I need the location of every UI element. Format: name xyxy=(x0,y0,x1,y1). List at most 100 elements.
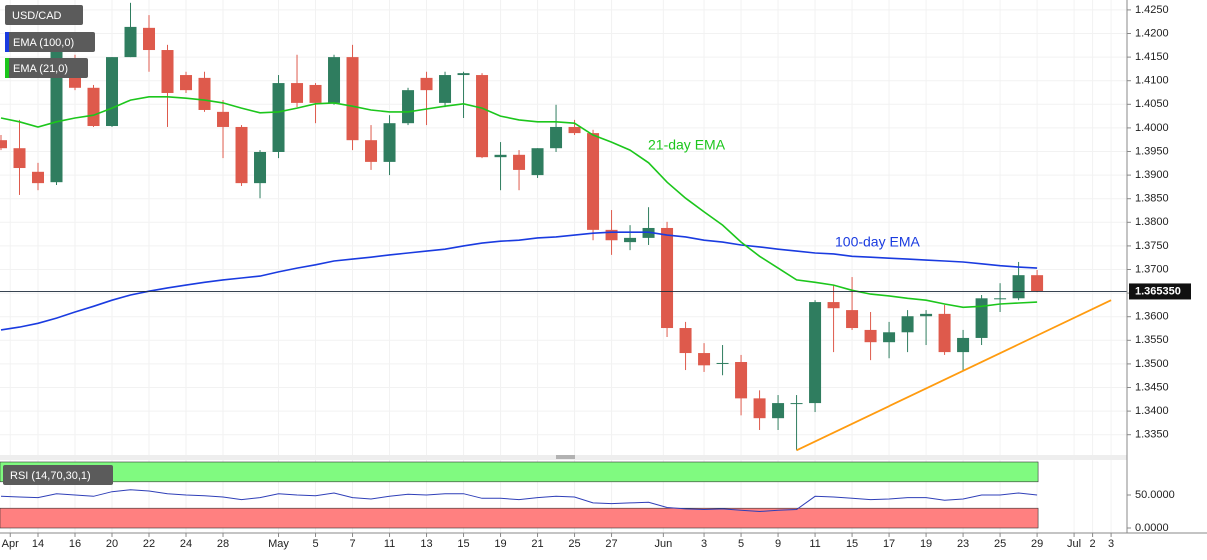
last-price-box xyxy=(1129,283,1191,300)
candle-body xyxy=(328,57,341,103)
legend-box xyxy=(3,465,113,485)
rsi-label: RSI (14,70,30,1) xyxy=(10,470,91,482)
candle-body xyxy=(846,310,859,329)
candle-body xyxy=(87,87,100,127)
candle-body xyxy=(346,57,359,141)
y-tick-label: 1.3500 xyxy=(1135,358,1169,370)
y-tick-label: 1.3350 xyxy=(1135,429,1169,441)
candle-body xyxy=(975,298,988,338)
legend-label: EMA (100,0) xyxy=(13,37,74,49)
x-tick-label: Jul xyxy=(1067,538,1081,550)
candle-body xyxy=(772,403,785,419)
y-tick-label: 1.3800 xyxy=(1135,216,1169,228)
candle-body xyxy=(143,27,156,51)
candle-body xyxy=(679,328,692,354)
candle-body xyxy=(0,140,7,149)
ema-line xyxy=(0,231,1038,331)
symbol-label: USD/CAD xyxy=(12,10,62,22)
candle-body xyxy=(809,302,822,404)
candle-body xyxy=(402,90,415,124)
candle-body xyxy=(494,154,507,158)
candle-body xyxy=(587,133,600,230)
candle-body xyxy=(735,362,748,399)
candle-body xyxy=(309,84,322,103)
x-tick-label: 19 xyxy=(494,538,506,550)
trend-line xyxy=(796,299,1112,452)
x-tick-label: Apr xyxy=(2,538,19,550)
candle-body xyxy=(1031,275,1044,292)
y-tick-label: 1.4050 xyxy=(1135,98,1169,110)
legend-rsi: RSI (14,70,30,1) xyxy=(3,465,113,485)
candle-body xyxy=(698,353,711,366)
legend-box xyxy=(5,5,83,25)
x-tick-label: 3 xyxy=(701,538,707,550)
y-tick-label: 1.3700 xyxy=(1135,263,1169,275)
y-tick-label: 1.3550 xyxy=(1135,334,1169,346)
candle-body xyxy=(827,302,840,309)
x-tick-label: 5 xyxy=(312,538,318,550)
annotation: 21-day EMA xyxy=(648,137,726,153)
candle-body xyxy=(716,362,729,364)
y-tick-label: 1.3750 xyxy=(1135,240,1169,252)
candle-body xyxy=(180,75,193,91)
legend-swatch xyxy=(5,58,9,78)
y-tick-label: 1.3850 xyxy=(1135,193,1169,205)
x-tick-label: 25 xyxy=(994,538,1006,550)
legend-symbol: USD/CAD xyxy=(5,5,83,25)
x-tick-label: 2 xyxy=(1090,538,1096,550)
candle-body xyxy=(550,126,563,149)
legend-ema21: EMA (21,0) xyxy=(5,58,88,78)
y-tick-label: 1.3950 xyxy=(1135,145,1169,157)
y-tick-label: 1.3450 xyxy=(1135,381,1169,393)
x-tick-label: 16 xyxy=(69,538,81,550)
x-tick-label: 17 xyxy=(883,538,895,550)
candle-body xyxy=(920,313,933,317)
candle-body xyxy=(568,126,581,134)
x-tick-label: 14 xyxy=(32,538,44,550)
rsi-plot xyxy=(0,461,1039,529)
candle-body xyxy=(1012,275,1025,299)
x-tick-label: 3 xyxy=(1108,538,1114,550)
x-tick-label: 29 xyxy=(1031,538,1043,550)
x-tick-label: 19 xyxy=(920,538,932,550)
candle-body xyxy=(864,329,877,343)
x-tick-label: 7 xyxy=(349,538,355,550)
candle-body xyxy=(883,332,896,343)
candle-body xyxy=(457,73,470,76)
x-tick-label: 25 xyxy=(568,538,580,550)
candle-body xyxy=(420,77,433,91)
candle-body xyxy=(624,237,637,243)
candle-body xyxy=(790,403,803,405)
candle-body xyxy=(938,313,951,353)
y-tick-label: 1.3400 xyxy=(1135,405,1169,417)
y-tick-label: 1.4150 xyxy=(1135,51,1169,63)
candle-body xyxy=(383,123,396,162)
x-tick-label: 11 xyxy=(809,538,820,550)
y-tick-label: 50.0000 xyxy=(1135,489,1175,501)
last-price-label: 1.365350 xyxy=(1135,285,1181,297)
candle-body xyxy=(124,26,137,58)
x-tick-label: 28 xyxy=(217,538,229,550)
candle-body xyxy=(235,126,248,184)
candle-body xyxy=(106,57,119,127)
grid xyxy=(0,0,1127,533)
candle-body xyxy=(198,77,211,110)
candle-body xyxy=(365,140,378,162)
candle-body xyxy=(13,148,26,169)
y-tick-label: 1.4200 xyxy=(1135,27,1169,39)
candle-body xyxy=(32,171,45,184)
x-tick-label: 9 xyxy=(775,538,781,550)
x-tick-label: 15 xyxy=(846,538,858,550)
x-tick-label: 15 xyxy=(457,538,469,550)
x-tick-label: 5 xyxy=(738,538,744,550)
y-tick-label: 1.3900 xyxy=(1135,169,1169,181)
y-tick-label: 1.4100 xyxy=(1135,75,1169,87)
candle-body xyxy=(254,151,267,184)
y-tick-label: 1.3600 xyxy=(1135,311,1169,323)
candle-body xyxy=(753,398,766,419)
legend-label: EMA (21,0) xyxy=(13,63,68,75)
candle-body xyxy=(513,154,526,170)
candle-body xyxy=(291,83,304,103)
